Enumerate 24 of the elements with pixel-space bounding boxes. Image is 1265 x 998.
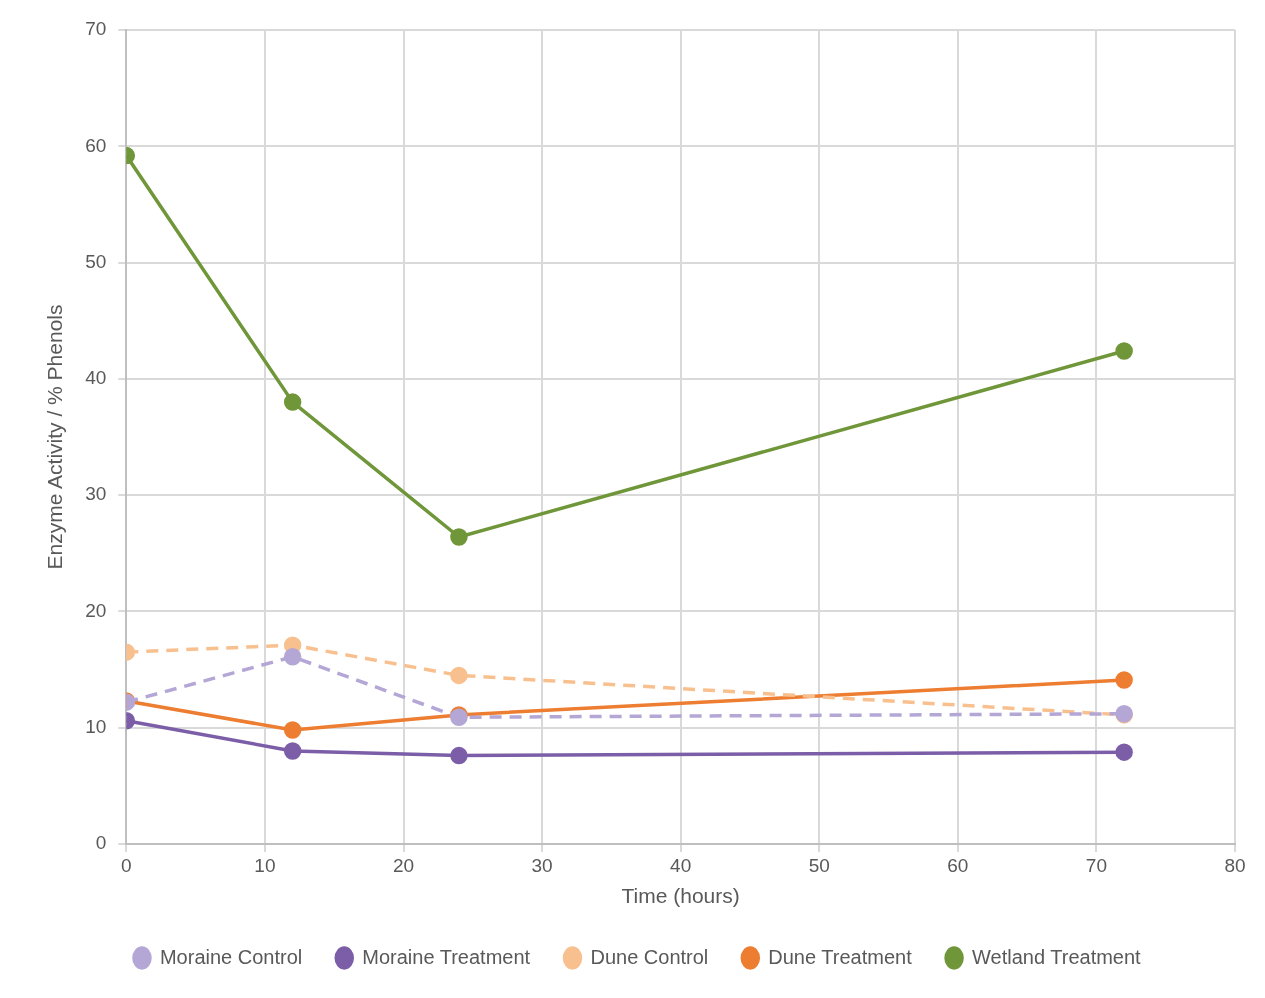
legend-label: Dune Control <box>590 945 709 968</box>
x-tick-label: 70 <box>1085 854 1107 876</box>
y-tick-label: 20 <box>85 599 107 621</box>
y-axis-title: Enzyme Activity / % Phenols <box>43 304 67 570</box>
x-tick-label: 40 <box>670 854 692 876</box>
y-tick-label: 50 <box>85 250 107 272</box>
y-tick-label: 60 <box>85 134 107 156</box>
x-tick-label: 0 <box>121 854 132 876</box>
y-tick-label: 70 <box>85 18 107 40</box>
y-tick-label: 10 <box>85 715 107 737</box>
x-tick-label: 10 <box>254 854 276 876</box>
legend-label: Moraine Treatment <box>362 945 531 968</box>
y-tick-label: 30 <box>85 483 107 505</box>
legend-label: Moraine Control <box>159 945 303 968</box>
x-tick-label: 50 <box>808 854 830 876</box>
x-tick-label: 80 <box>1224 854 1246 876</box>
y-tick-label: 40 <box>85 367 107 389</box>
y-tick-label: 0 <box>95 832 107 854</box>
x-tick-label: 60 <box>947 854 969 876</box>
legend-label: Dune Treatment <box>768 945 913 968</box>
legend-label: Wetland Treatment <box>972 945 1142 968</box>
x-tick-label: 20 <box>392 854 415 876</box>
x-tick-label: 30 <box>531 854 553 876</box>
x-axis-title: Time (hours) <box>621 884 740 908</box>
